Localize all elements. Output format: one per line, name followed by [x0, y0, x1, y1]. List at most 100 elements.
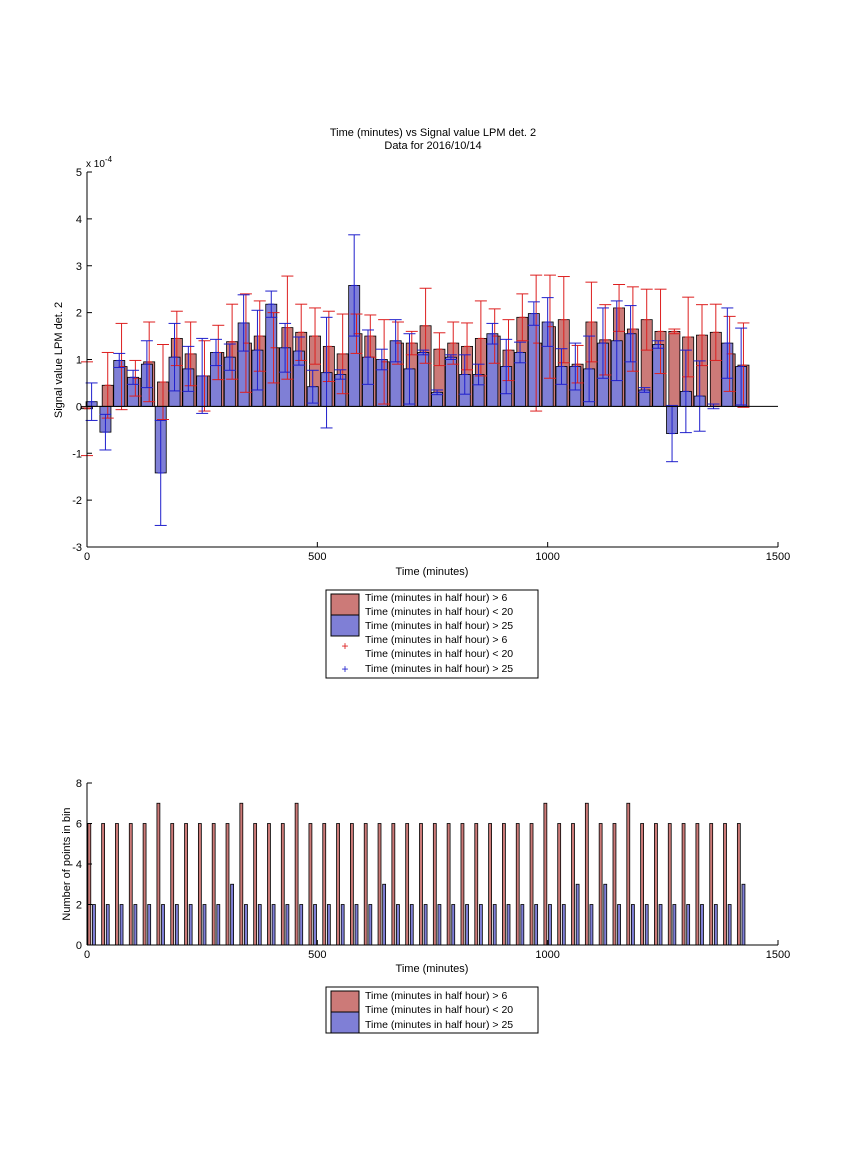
series1-bar	[640, 823, 644, 946]
counts-chart: 0 500 1000 1500 0 2 4 6 8 Time (minutes) Number …	[61, 778, 790, 1034]
chart2-legend-entry-1: Time (minutes in half hour) > 6	[365, 990, 507, 1002]
x-tick-label: 0	[84, 551, 90, 563]
x-tick-label: 1000	[535, 949, 559, 961]
series2-bar	[257, 904, 262, 946]
chart2-legend: Time (minutes in half hour) > 6 Time (mi…	[325, 986, 539, 1034]
series1-bar	[419, 823, 423, 946]
chart2-legend-box	[325, 986, 539, 1034]
chart2-y-axis-label: Number of points in bin	[61, 807, 73, 920]
series1-bar	[681, 823, 686, 946]
series2-bar	[451, 904, 456, 946]
series2-bar	[147, 904, 152, 946]
series2-bar	[727, 904, 732, 946]
y-tick-label: 5	[76, 167, 82, 179]
series1-bar	[654, 823, 658, 946]
series1-bar	[87, 823, 92, 946]
series2-bar	[396, 904, 400, 946]
series2-bar	[548, 904, 552, 946]
chart1-legend-box	[325, 589, 539, 679]
series1-bar	[446, 823, 451, 946]
series2-bar	[534, 904, 539, 946]
chart1-legend: + + Time (minutes in half hour) > 6 Time…	[325, 589, 539, 679]
series2-bar	[340, 904, 345, 946]
series1-bar	[488, 823, 492, 946]
chart1-legend-entry-4: Time (minutes in half hour) > 6	[365, 634, 507, 646]
series1-bar	[239, 802, 244, 946]
series1-bar	[225, 823, 230, 946]
series2-bar	[478, 904, 483, 946]
series2-bar	[631, 904, 635, 946]
series2-bar	[285, 904, 290, 946]
series1-bar	[128, 823, 133, 946]
series1-bar	[101, 823, 106, 946]
series1-bar	[598, 823, 603, 946]
x-tick-label: 1500	[766, 949, 790, 961]
series1-bar	[557, 823, 562, 946]
series2-bar	[161, 904, 165, 946]
y-tick-label: 3	[76, 261, 82, 273]
series2-bar	[652, 344, 665, 407]
series1-bar	[156, 802, 161, 946]
series2-bar	[119, 904, 124, 946]
series1-bar	[668, 330, 681, 407]
chart1-legend-entry-6: Time (minutes in half hour) > 25	[365, 663, 513, 675]
series2-bar	[741, 883, 746, 946]
chart1-x-axis-label: Time (minutes)	[396, 566, 469, 578]
x-tick-label: 1500	[766, 551, 790, 563]
series2-bar	[202, 904, 207, 946]
series2-bar	[603, 883, 608, 946]
series2-bar	[409, 904, 414, 946]
series2-bar	[92, 904, 96, 946]
chart1-y-scale-label: x 10-4	[86, 155, 113, 170]
y-tick-label: 1	[76, 355, 82, 367]
chart2-x-axis-label: Time (minutes)	[396, 963, 469, 975]
series2-bar	[354, 904, 359, 946]
series1-bar	[280, 823, 285, 946]
series1-bar	[515, 823, 520, 946]
series1-bar	[626, 802, 631, 946]
series2-bar	[188, 904, 193, 946]
series2-bar	[326, 904, 331, 946]
signal-chart: Time (minutes) vs Signal value LPM det. …	[53, 127, 790, 679]
series2-bar	[658, 904, 663, 946]
series2-bar	[313, 904, 317, 946]
series2-bar	[105, 904, 110, 946]
series1-bar	[377, 823, 382, 946]
series1-bar	[197, 823, 202, 946]
series2-bar	[133, 904, 138, 946]
series2-bar	[244, 904, 248, 946]
series1-bar	[460, 823, 465, 946]
series2-bar	[465, 904, 469, 946]
series1-bar	[308, 823, 313, 946]
series1-bar	[736, 823, 741, 946]
y-tick-label: 8	[76, 778, 82, 790]
series2-bar	[265, 303, 278, 407]
series2-bar	[672, 904, 677, 946]
y-tick-label: -3	[72, 542, 82, 554]
legend2-red-swatch	[330, 990, 360, 1013]
series1-bar	[184, 823, 188, 946]
chart1-legend-entry-5: Time (minutes in half hour) < 20	[365, 648, 513, 660]
series1-bar	[723, 823, 727, 946]
series1-bar	[474, 823, 479, 946]
series2-bar	[174, 904, 179, 946]
series1-bar	[211, 823, 216, 946]
series1-bar	[502, 823, 506, 946]
legend-red-plus-marker: +	[341, 639, 348, 653]
series2-bar	[644, 904, 649, 946]
x-tick-label: 0	[84, 949, 90, 961]
y-tick-label: 4	[76, 214, 82, 226]
series2-bar	[368, 904, 373, 946]
chart1-legend-entry-1: Time (minutes in half hour) > 6	[365, 592, 507, 604]
series1-bar	[170, 823, 175, 946]
series2-bar	[230, 883, 234, 946]
series2-bar	[700, 904, 704, 946]
series2-bar	[492, 904, 497, 946]
series2-bar	[575, 883, 580, 946]
series1-bar	[695, 823, 700, 946]
series2-bar	[486, 333, 499, 407]
chart2-plot-area: 0 500 1000 1500 0 2 4 6 8	[76, 778, 790, 961]
x-tick-label: 500	[308, 949, 326, 961]
y-tick-label: 2	[76, 900, 82, 912]
